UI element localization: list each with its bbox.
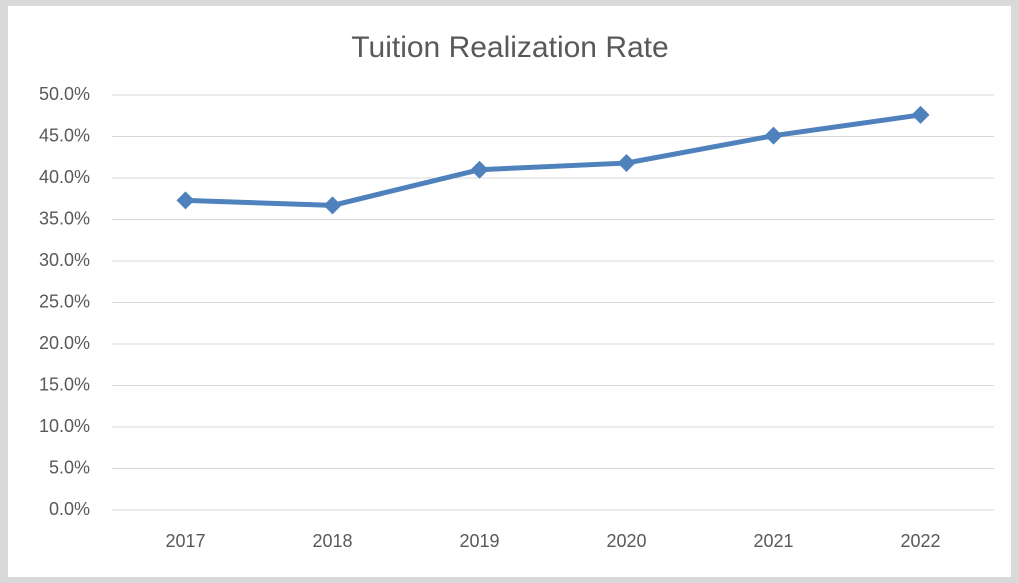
data-point <box>911 105 930 124</box>
y-tick-label: 15.0% <box>39 374 90 394</box>
data-point <box>323 196 342 215</box>
y-tick-label: 0.0% <box>49 499 90 519</box>
data-point <box>176 191 195 210</box>
x-tick-label: 2020 <box>606 531 646 551</box>
data-point <box>764 126 783 145</box>
x-tick-label: 2017 <box>165 531 205 551</box>
y-tick-label: 10.0% <box>39 416 90 436</box>
data-point <box>617 154 636 173</box>
chart-title: Tuition Realization Rate <box>351 31 668 64</box>
y-tick-label: 45.0% <box>39 125 90 145</box>
y-tick-label: 20.0% <box>39 333 90 353</box>
y-tick-label: 35.0% <box>39 208 90 228</box>
x-tick-label: 2018 <box>312 531 352 551</box>
y-tick-label: 50.0% <box>39 84 90 104</box>
y-tick-label: 25.0% <box>39 291 90 311</box>
data-line <box>185 112 921 208</box>
x-tick-label: 2019 <box>459 531 499 551</box>
y-tick-label: 40.0% <box>39 167 90 187</box>
chart-area <box>8 6 1011 577</box>
y-tick-label: 5.0% <box>49 457 90 477</box>
data-point <box>470 160 489 179</box>
x-tick-label: 2022 <box>900 531 940 551</box>
x-tick-label: 2021 <box>753 531 793 551</box>
y-tick-label: 30.0% <box>39 250 90 270</box>
